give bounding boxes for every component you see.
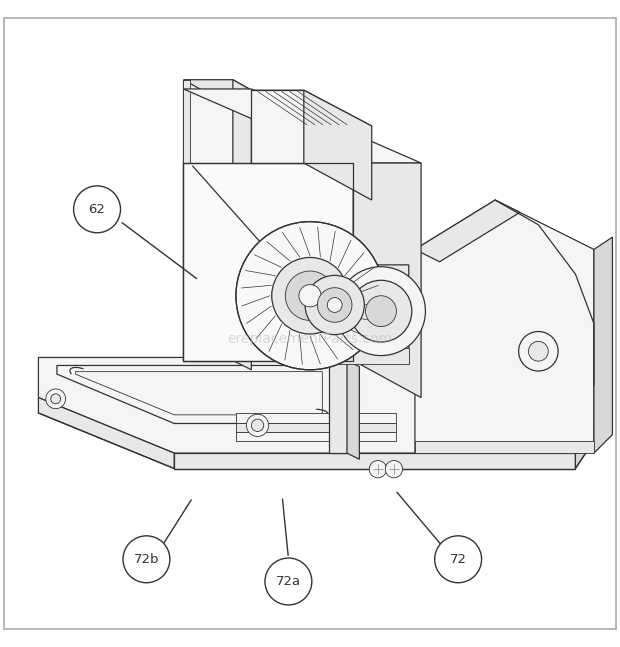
Circle shape xyxy=(435,536,482,583)
Circle shape xyxy=(272,258,348,334)
Circle shape xyxy=(236,222,384,370)
Polygon shape xyxy=(184,80,233,360)
Circle shape xyxy=(285,271,335,320)
Polygon shape xyxy=(236,432,396,441)
Circle shape xyxy=(299,285,321,307)
Circle shape xyxy=(214,184,221,192)
Polygon shape xyxy=(415,441,594,453)
Polygon shape xyxy=(594,237,613,453)
Circle shape xyxy=(214,234,221,241)
Text: 62: 62 xyxy=(89,203,105,216)
Circle shape xyxy=(366,296,396,327)
Circle shape xyxy=(528,342,548,361)
Text: 72b: 72b xyxy=(134,553,159,565)
Polygon shape xyxy=(76,371,322,415)
Polygon shape xyxy=(38,357,600,453)
Polygon shape xyxy=(184,163,353,360)
Circle shape xyxy=(305,276,365,334)
Polygon shape xyxy=(353,163,421,397)
Text: 72a: 72a xyxy=(276,575,301,588)
Polygon shape xyxy=(304,348,409,364)
Circle shape xyxy=(337,267,425,356)
Circle shape xyxy=(214,209,221,216)
Circle shape xyxy=(370,461,386,477)
Polygon shape xyxy=(174,453,575,468)
Polygon shape xyxy=(184,80,190,360)
Circle shape xyxy=(123,536,170,583)
Polygon shape xyxy=(233,80,251,370)
Circle shape xyxy=(385,461,402,477)
Text: ereplacementParts.com: ereplacementParts.com xyxy=(228,332,392,346)
Circle shape xyxy=(246,414,268,437)
Text: 72: 72 xyxy=(450,553,467,565)
Polygon shape xyxy=(236,424,396,432)
Polygon shape xyxy=(236,413,396,424)
Polygon shape xyxy=(347,360,360,459)
Circle shape xyxy=(317,288,352,322)
Circle shape xyxy=(74,186,120,233)
Circle shape xyxy=(265,558,312,605)
Polygon shape xyxy=(184,89,421,163)
Polygon shape xyxy=(184,80,251,90)
Circle shape xyxy=(51,394,61,404)
Polygon shape xyxy=(575,416,600,468)
Polygon shape xyxy=(304,90,372,200)
Polygon shape xyxy=(38,397,174,468)
Polygon shape xyxy=(378,265,409,364)
Polygon shape xyxy=(57,366,341,424)
Circle shape xyxy=(327,298,342,313)
Circle shape xyxy=(350,280,412,342)
Polygon shape xyxy=(251,90,372,126)
Polygon shape xyxy=(251,90,304,163)
Circle shape xyxy=(518,331,558,371)
Polygon shape xyxy=(415,200,520,262)
Circle shape xyxy=(251,419,264,432)
Circle shape xyxy=(46,389,66,409)
Polygon shape xyxy=(329,360,347,453)
Polygon shape xyxy=(415,200,594,453)
